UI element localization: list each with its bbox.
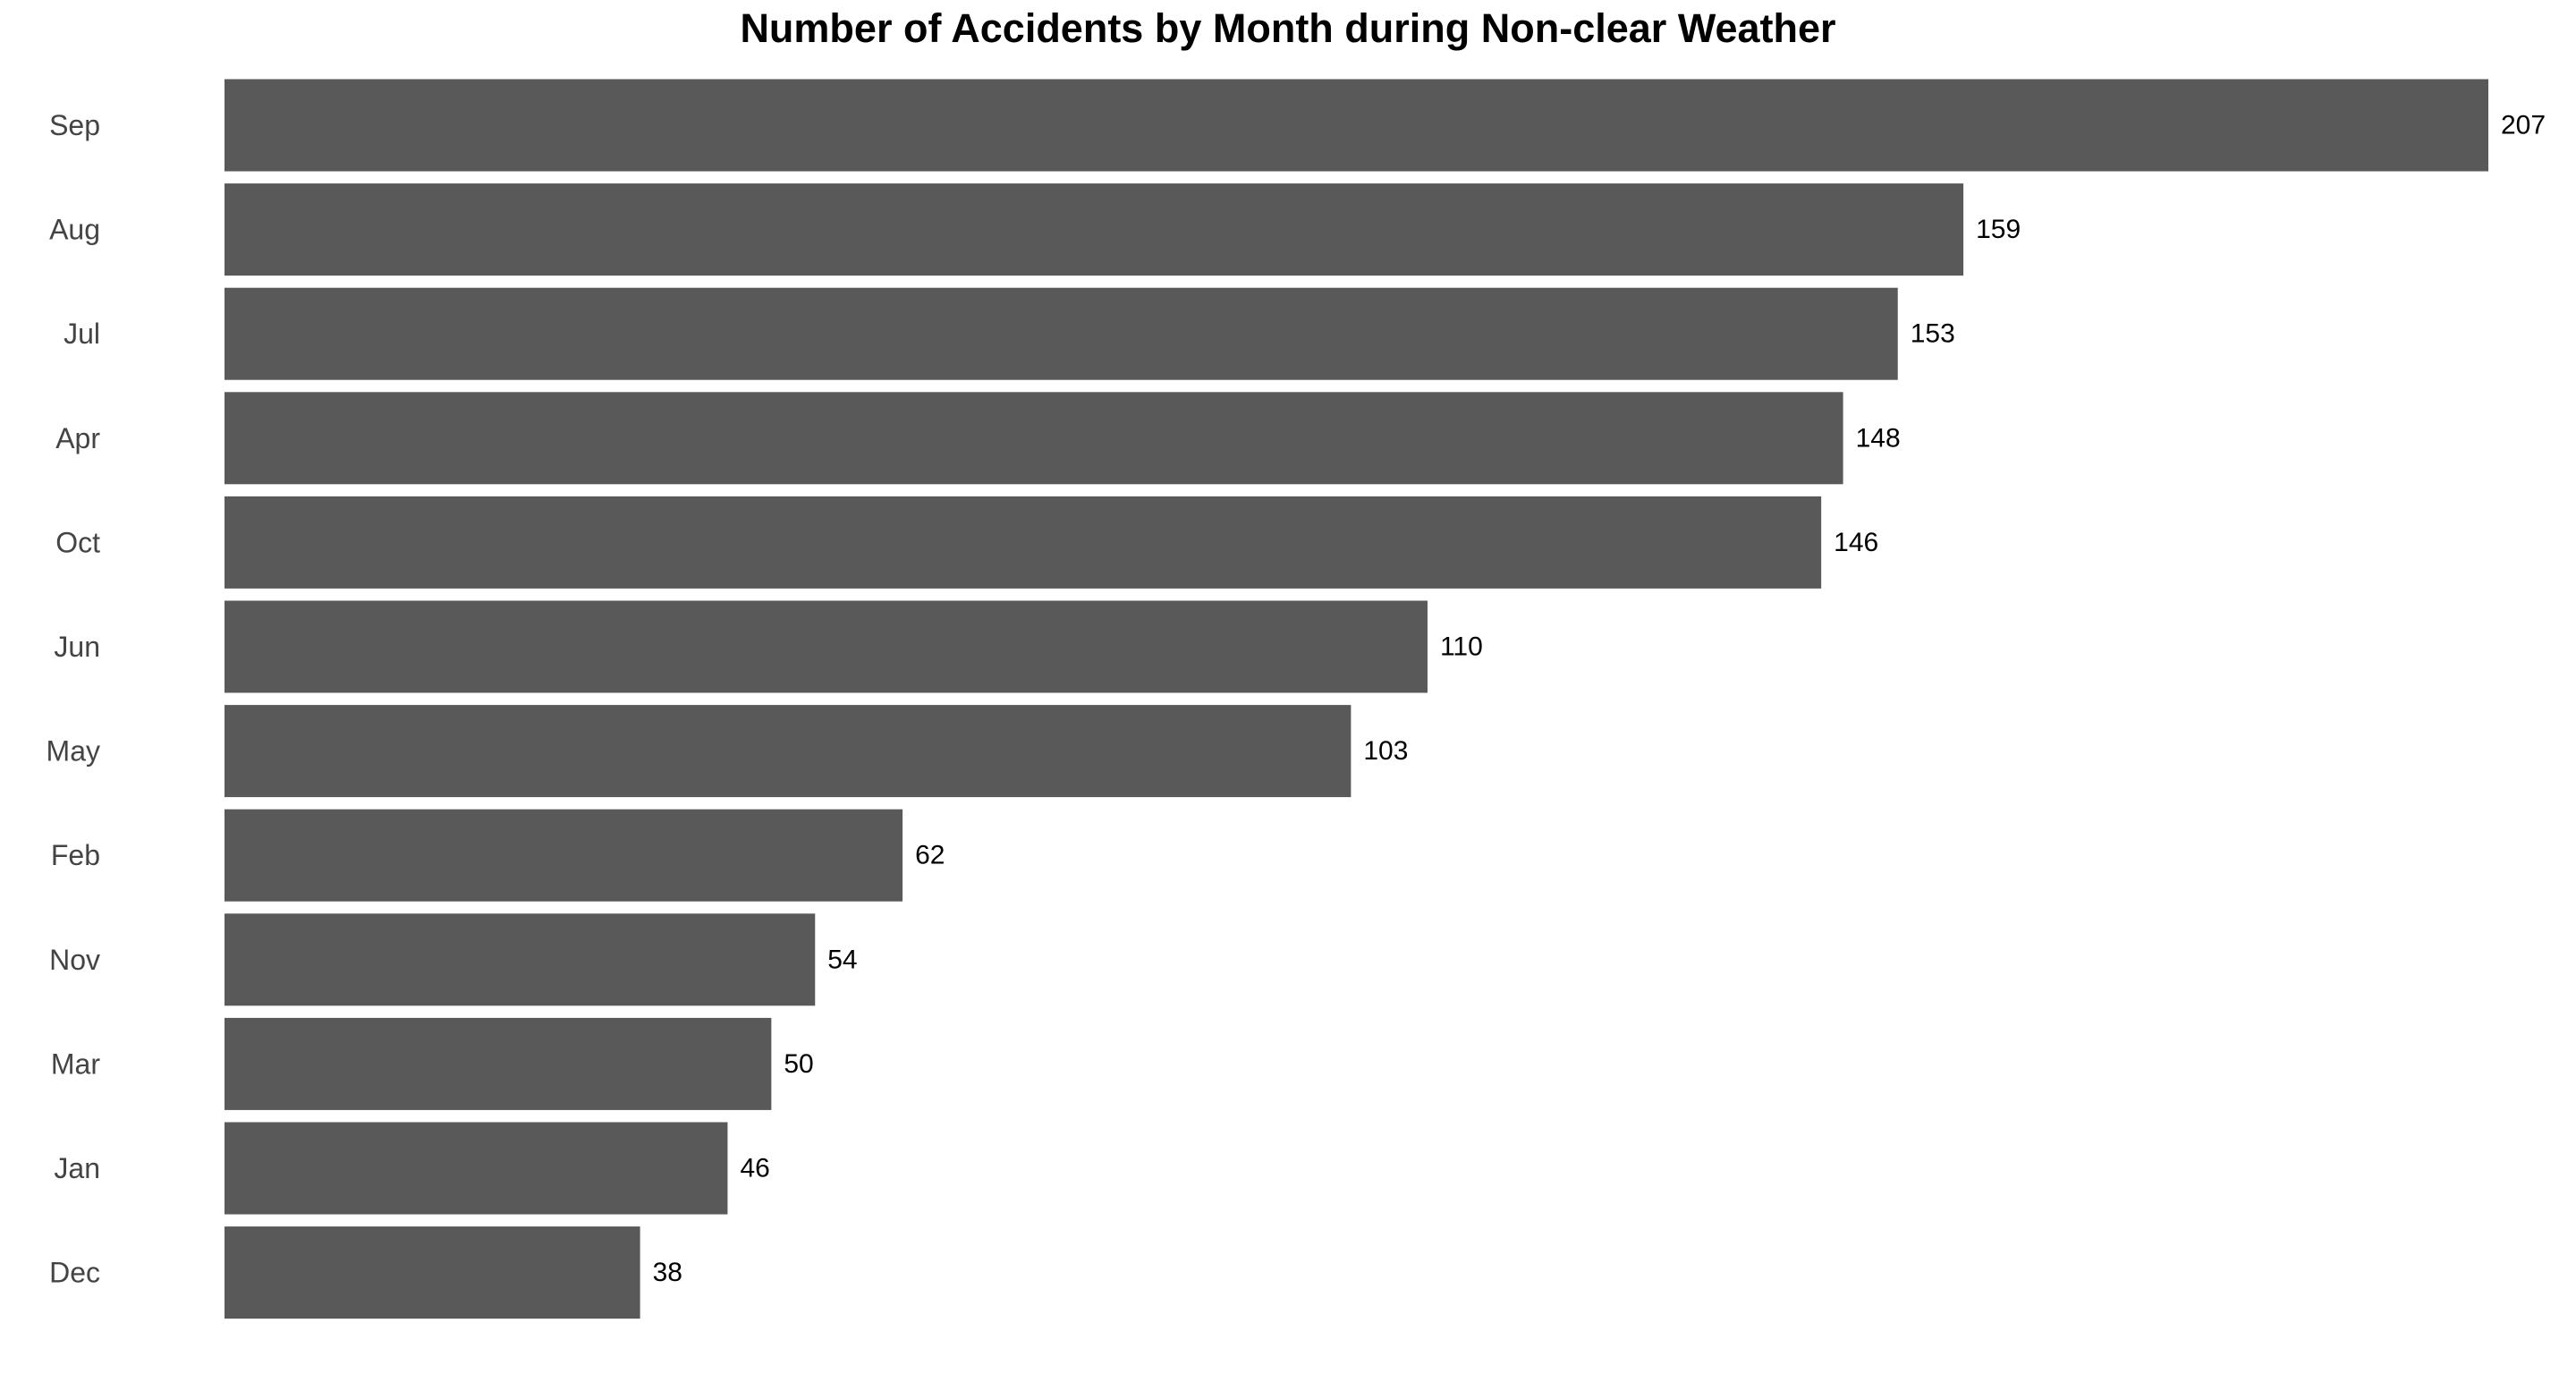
value-label-oct: 146 <box>1834 528 1878 557</box>
bar-may <box>225 705 1352 798</box>
bar-apr <box>225 392 1843 485</box>
value-label-jun: 110 <box>1440 632 1483 662</box>
value-label-dec: 38 <box>653 1258 682 1287</box>
bar-oct <box>225 496 1822 589</box>
bar-sep <box>225 79 2488 172</box>
category-label-jan: Jan <box>54 1152 100 1184</box>
bar-nov <box>225 913 816 1006</box>
category-label-nov: Nov <box>49 944 100 976</box>
value-label-aug: 159 <box>1976 215 2021 244</box>
bar-aug <box>225 183 1964 276</box>
category-label-sep: Sep <box>49 109 100 141</box>
bar-jan <box>225 1122 728 1215</box>
bar-dec <box>225 1226 640 1319</box>
value-label-sep: 207 <box>2501 111 2546 140</box>
category-label-jul: Jul <box>64 318 100 350</box>
bar-feb <box>225 809 903 902</box>
category-label-may: May <box>47 735 100 768</box>
category-label-dec: Dec <box>49 1257 100 1289</box>
value-label-apr: 148 <box>1856 423 1901 453</box>
category-label-aug: Aug <box>49 214 100 246</box>
bar-mar <box>225 1017 772 1110</box>
chart-title: Number of Accidents by Month during Non-… <box>740 5 1836 51</box>
bar-jul <box>225 287 1898 380</box>
value-label-mar: 50 <box>784 1049 813 1079</box>
value-label-nov: 54 <box>827 945 857 974</box>
value-label-jul: 153 <box>1911 319 1955 349</box>
bar-jun <box>225 600 1428 693</box>
category-label-apr: Apr <box>55 422 100 454</box>
category-label-feb: Feb <box>51 839 100 871</box>
category-label-jun: Jun <box>54 631 100 663</box>
category-label-oct: Oct <box>55 526 100 558</box>
value-label-feb: 62 <box>915 841 945 870</box>
bars-layer: Sep 207 Aug 159 Jul 153 Apr 148 Oct 146 Jun 110 May 1… <box>47 79 2546 1319</box>
value-label-jan: 46 <box>740 1154 769 1183</box>
value-label-may: 103 <box>1363 736 1408 766</box>
category-label-mar: Mar <box>51 1047 100 1080</box>
